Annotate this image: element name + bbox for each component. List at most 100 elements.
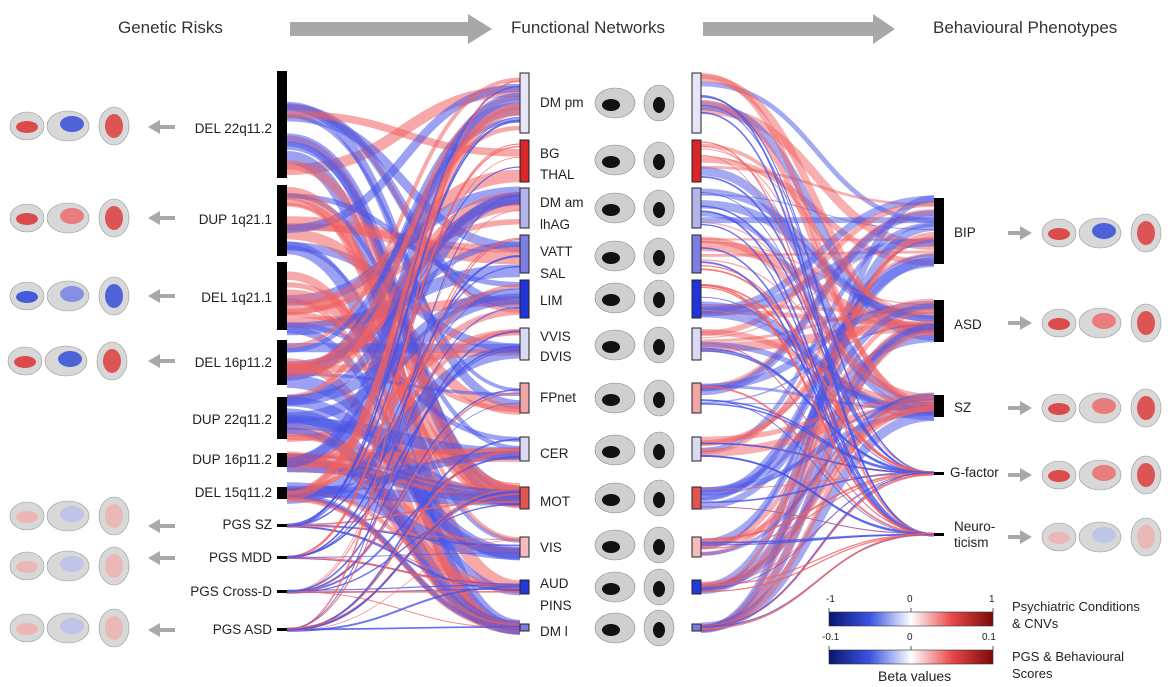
network-label-vis: VIS (540, 540, 562, 555)
header-functional-networks: Functional Networks (511, 18, 666, 37)
ribbon (286, 106, 521, 501)
network-region (602, 341, 620, 353)
network-label-thal: THAL (540, 167, 575, 182)
brain-activation (16, 511, 38, 523)
network-label-mot: MOT (540, 494, 570, 509)
network-region (653, 622, 665, 638)
brain-activation (1137, 463, 1155, 487)
ribbon (286, 284, 521, 495)
ribbon (286, 77, 521, 349)
ribbon (700, 96, 935, 475)
ribbon (286, 265, 521, 528)
network-node-right (691, 623, 702, 632)
genetic-label-dup16p: DUP 16p11.2 (192, 452, 272, 467)
network-node-left (519, 279, 530, 319)
brain-activation (1048, 470, 1070, 482)
genetic-label-pgs-asd: PGS ASD (212, 622, 272, 637)
brain-activation (105, 114, 123, 138)
network-region (602, 494, 620, 506)
header-arrow-2 (703, 14, 895, 44)
network-node-left (519, 486, 530, 510)
network-node-right (691, 536, 702, 558)
ribbon (700, 532, 935, 630)
right-arrow-icon (1008, 468, 1032, 482)
ribbon (286, 584, 521, 591)
network-node-right (691, 327, 702, 361)
brain-activation (1048, 403, 1070, 415)
network-label-dm-am: DM am (540, 195, 584, 210)
brain-activation (60, 116, 84, 132)
brain-activation (60, 556, 84, 572)
network-node-left (519, 382, 530, 414)
left-arrow-icon (148, 354, 175, 368)
network-node-boxes (519, 72, 702, 632)
right-arrow-icon (1008, 530, 1032, 544)
network-region (602, 204, 620, 216)
ribbon (286, 392, 521, 594)
left-arrow-icon (148, 519, 175, 533)
brain-activation (105, 504, 123, 528)
network-node-right (691, 436, 702, 462)
right-arrow-icon (1008, 401, 1032, 415)
network-region (602, 446, 620, 458)
header-arrow-1 (290, 14, 492, 44)
genetic-label-del16p: DEL 16p11.2 (194, 355, 272, 370)
brain-activation (1092, 465, 1116, 481)
legend-label-psychiatric: Psychiatric Conditions & CNVs (1012, 599, 1140, 631)
ribbon (286, 625, 521, 631)
network-node-left (519, 436, 530, 462)
ribbon (700, 533, 935, 546)
brain-activation (1048, 228, 1070, 240)
ribbon (286, 166, 521, 528)
brain-activation (1092, 223, 1116, 239)
ribbon (700, 342, 935, 534)
network-node-right (691, 139, 702, 183)
genetic-label-del1q: DEL 1q21.1 (201, 290, 272, 305)
brain-activation (105, 554, 123, 578)
legend-title: Beta values (878, 668, 952, 684)
brain-activation (103, 349, 121, 373)
brain-activation (60, 286, 84, 302)
phenotype-node-bars (934, 198, 944, 536)
ribbon (700, 385, 935, 536)
network-node-left (519, 623, 530, 632)
genetic-node-bars (277, 71, 287, 631)
genetic-label-del15q: DEL 15q11.2 (194, 485, 272, 500)
ribbon (286, 556, 521, 586)
ribbon (700, 155, 935, 536)
phenotype-label-asd: ASD (954, 317, 982, 332)
network-node-right (691, 234, 702, 274)
brain-activation (1048, 318, 1070, 330)
ribbon (700, 253, 935, 455)
brain-activation (16, 121, 38, 133)
ribbon (286, 112, 521, 252)
ribbon (700, 104, 935, 473)
ribbon (286, 525, 521, 592)
brain-activation (16, 623, 38, 635)
network-region (653, 392, 665, 408)
ribbon (700, 506, 935, 535)
right-arrow-icon (1008, 316, 1032, 330)
ribbon (700, 474, 935, 585)
network-label-lim: LIM (540, 293, 563, 308)
network-region (602, 541, 620, 553)
brain-activation (1092, 527, 1116, 543)
network-node-right (691, 279, 702, 319)
ribbon (286, 490, 521, 631)
ribbon (700, 141, 935, 536)
ribbon (700, 111, 935, 535)
network-node-right (691, 486, 702, 510)
brain-activation (1137, 221, 1155, 245)
network-label-pins: PINS (540, 598, 572, 613)
ribbon (286, 500, 521, 526)
left-arrow-icon (148, 623, 175, 637)
network-region (653, 539, 665, 555)
network-node-right (691, 187, 702, 229)
brain-activation (1092, 398, 1116, 414)
network-region (653, 202, 665, 218)
ribbon (286, 194, 521, 630)
network-label-cer: CER (540, 446, 569, 461)
network-region (602, 252, 620, 264)
network-label-vvis: VVIS (540, 329, 571, 344)
